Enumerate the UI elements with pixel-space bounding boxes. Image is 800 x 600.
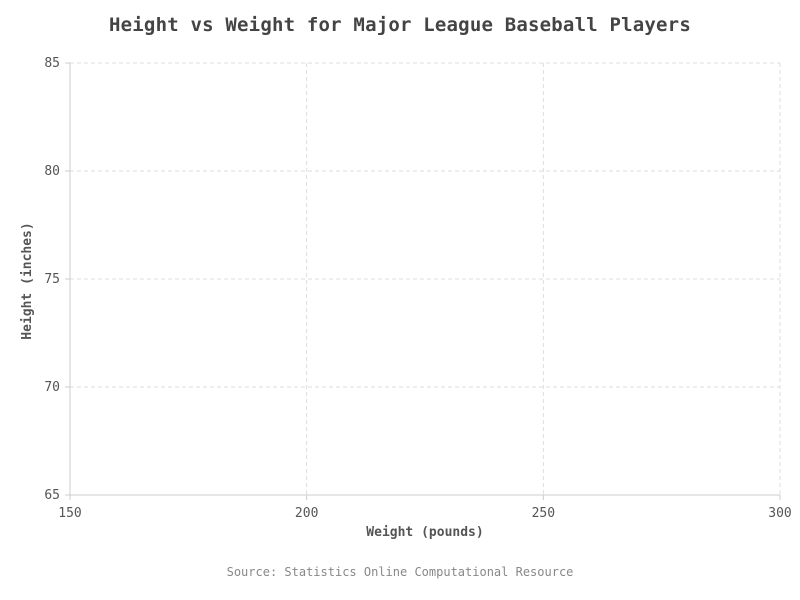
y-axis-title: Height (inches)	[20, 222, 35, 339]
x-tick-label: 200	[295, 506, 318, 521]
y-tick-label: 65	[44, 488, 60, 503]
x-axis-title: Weight (pounds)	[366, 525, 483, 540]
y-tick-label: 70	[44, 380, 60, 395]
tick-layer: 150 200 250 300 65 70 75 80 85	[44, 56, 791, 521]
x-tick-label: 150	[58, 506, 81, 521]
chart-title: Height vs Weight for Major League Baseba…	[109, 14, 691, 36]
y-tick-label: 75	[44, 272, 60, 287]
x-tick-label: 250	[532, 506, 555, 521]
grid-layer	[70, 62, 781, 495]
y-tick-label: 85	[44, 56, 60, 71]
y-tick-label: 80	[44, 164, 60, 179]
chart-source: Source: Statistics Online Computational …	[226, 565, 574, 579]
x-tick-label: 300	[768, 506, 791, 521]
